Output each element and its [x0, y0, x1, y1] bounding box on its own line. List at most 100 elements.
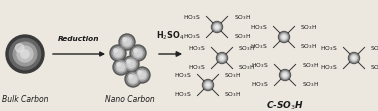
Circle shape	[119, 34, 135, 50]
Text: HO$_3$S: HO$_3$S	[188, 44, 206, 53]
Circle shape	[280, 34, 287, 40]
Circle shape	[221, 57, 223, 59]
Circle shape	[129, 75, 132, 78]
Circle shape	[21, 50, 29, 58]
Circle shape	[116, 62, 126, 72]
Circle shape	[135, 68, 149, 82]
Circle shape	[114, 49, 117, 52]
Circle shape	[282, 72, 288, 78]
Text: SO$_3$H: SO$_3$H	[239, 44, 256, 53]
Circle shape	[279, 69, 291, 80]
Circle shape	[139, 72, 146, 78]
Circle shape	[113, 48, 123, 58]
Text: HO$_3$S: HO$_3$S	[174, 90, 192, 99]
Text: HO$_3$S: HO$_3$S	[320, 44, 338, 53]
Text: SO$_3$H: SO$_3$H	[302, 80, 319, 89]
Circle shape	[130, 45, 146, 61]
Text: HO$_3$S: HO$_3$S	[251, 61, 268, 70]
Circle shape	[112, 46, 125, 60]
Circle shape	[349, 53, 359, 63]
Circle shape	[350, 54, 358, 62]
Circle shape	[280, 70, 290, 79]
Text: HO$_3$S: HO$_3$S	[174, 71, 192, 80]
Circle shape	[207, 84, 209, 86]
Circle shape	[282, 35, 286, 39]
Circle shape	[217, 53, 228, 63]
Circle shape	[113, 59, 129, 75]
Circle shape	[122, 37, 132, 47]
Text: HO$_3$S: HO$_3$S	[251, 80, 268, 89]
Text: SO$_3$H: SO$_3$H	[234, 13, 251, 22]
Text: SO$_3$H: SO$_3$H	[302, 61, 319, 70]
Circle shape	[115, 60, 127, 74]
Circle shape	[135, 50, 141, 56]
Circle shape	[126, 59, 136, 69]
Circle shape	[137, 70, 147, 80]
Circle shape	[6, 35, 44, 73]
Text: HO$_3$S: HO$_3$S	[183, 32, 200, 41]
Circle shape	[212, 23, 222, 32]
Circle shape	[215, 25, 219, 29]
Text: HO$_3$S: HO$_3$S	[183, 13, 200, 22]
Circle shape	[125, 71, 141, 87]
Text: SO$_3$H: SO$_3$H	[225, 71, 242, 80]
Circle shape	[128, 74, 138, 84]
Circle shape	[117, 63, 120, 66]
Circle shape	[134, 67, 150, 83]
Circle shape	[128, 61, 134, 67]
Circle shape	[203, 79, 214, 90]
Circle shape	[123, 56, 139, 72]
Circle shape	[203, 80, 212, 89]
Text: HO$_3$S: HO$_3$S	[188, 63, 206, 72]
Circle shape	[127, 60, 130, 63]
Text: HO$_3$S: HO$_3$S	[250, 42, 268, 51]
Circle shape	[352, 56, 356, 60]
Circle shape	[17, 46, 33, 62]
Circle shape	[9, 38, 40, 70]
Circle shape	[13, 42, 37, 66]
Text: SO$_3$H: SO$_3$H	[370, 44, 378, 53]
Circle shape	[138, 71, 141, 74]
Text: Nano Carbon: Nano Carbon	[105, 94, 155, 103]
Text: SO$_3$H: SO$_3$H	[301, 23, 318, 32]
Circle shape	[110, 45, 126, 61]
Circle shape	[279, 33, 288, 42]
Text: HO$_3$S: HO$_3$S	[320, 63, 338, 72]
Circle shape	[121, 35, 133, 49]
Circle shape	[212, 22, 223, 33]
Circle shape	[123, 38, 126, 41]
Circle shape	[214, 24, 220, 30]
Circle shape	[217, 54, 226, 62]
Text: SO$_3$H: SO$_3$H	[239, 63, 256, 72]
Circle shape	[134, 49, 137, 52]
Circle shape	[350, 55, 358, 61]
Text: SO$_3$H: SO$_3$H	[225, 90, 242, 99]
Circle shape	[130, 76, 136, 82]
Circle shape	[284, 74, 286, 76]
Circle shape	[133, 48, 143, 58]
Text: H$_2$SO$_4$: H$_2$SO$_4$	[156, 30, 184, 42]
Text: Reduction: Reduction	[58, 36, 100, 42]
Circle shape	[126, 72, 139, 86]
Circle shape	[15, 44, 24, 52]
Circle shape	[124, 57, 138, 71]
Text: Bulk Carbon: Bulk Carbon	[2, 94, 48, 103]
Circle shape	[118, 64, 124, 70]
Circle shape	[216, 26, 218, 28]
Circle shape	[206, 83, 210, 87]
Circle shape	[218, 55, 225, 61]
Circle shape	[283, 36, 285, 38]
Text: HO$_3$S: HO$_3$S	[250, 23, 268, 32]
Circle shape	[353, 57, 355, 59]
Circle shape	[124, 39, 130, 45]
Text: C-SO$_3$H: C-SO$_3$H	[266, 100, 304, 111]
Circle shape	[204, 82, 211, 88]
Circle shape	[115, 50, 121, 56]
Text: SO$_3$H: SO$_3$H	[301, 42, 318, 51]
Circle shape	[283, 73, 287, 77]
Circle shape	[279, 32, 290, 43]
Text: SO$_3$H: SO$_3$H	[370, 63, 378, 72]
Text: SO$_3$H: SO$_3$H	[234, 32, 251, 41]
Circle shape	[220, 56, 224, 60]
Circle shape	[132, 46, 144, 60]
